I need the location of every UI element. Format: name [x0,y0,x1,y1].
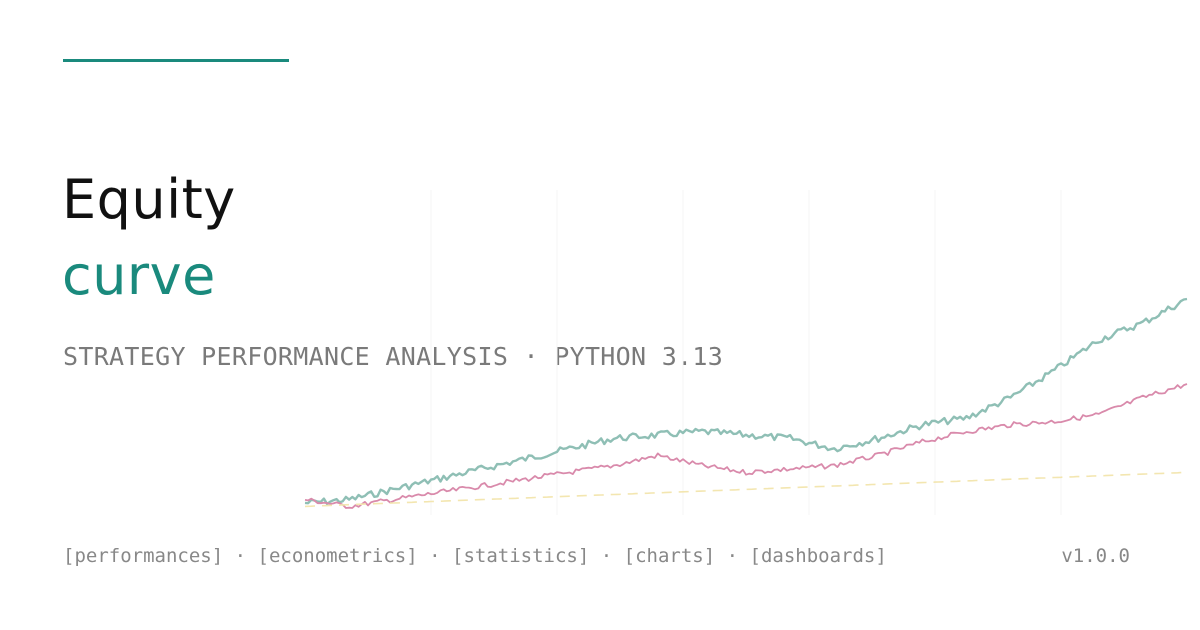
chart-series-group [304,297,1188,509]
tag-performances: [performances] [63,545,224,567]
tag-econometrics: [econometrics] [257,545,418,567]
title-curve: curve [62,244,216,307]
tag-list: [performances] · [econometrics] · [stati… [63,543,887,569]
series-line-benchmark [304,383,1188,509]
tag-statistics: [statistics] [452,545,590,567]
title-equity: Equity [62,168,236,231]
version-label: v1.0.0 [1061,545,1130,567]
tag-separator: · [726,545,739,567]
series-line-strategy [304,297,1188,506]
tag-dashboards: [dashboards] [749,545,887,567]
series-line-baseline [304,471,1188,508]
subtitle: STRATEGY PERFORMANCE ANALYSIS · PYTHON 3… [63,342,724,371]
tag-separator: · [600,545,613,567]
tag-separator: · [429,545,441,567]
accent-rule [63,59,289,62]
tag-separator: · [234,545,247,567]
tag-charts: [charts] [623,545,716,567]
